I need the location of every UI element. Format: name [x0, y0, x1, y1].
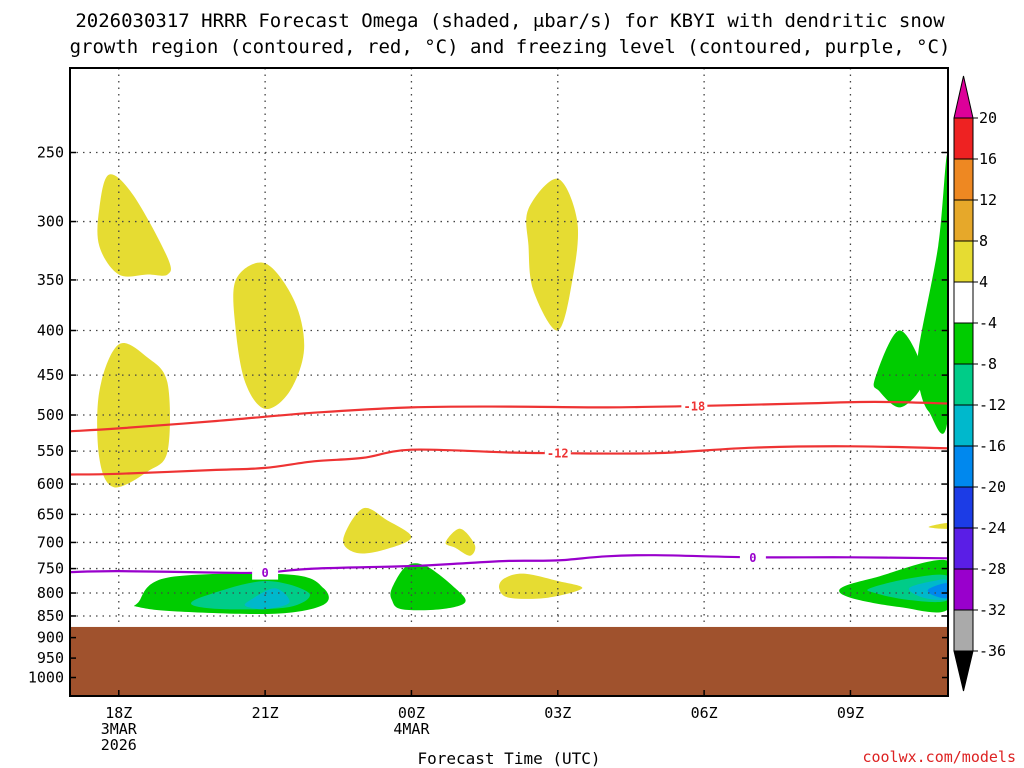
contour-label-bg-1-0	[544, 446, 571, 461]
colorbar-label-13: -36	[979, 642, 1006, 660]
contour-line-0	[70, 400, 948, 433]
contour-line-1	[70, 445, 948, 476]
contour-label-0-0: -18	[684, 399, 706, 413]
y-tick-label-950: 950	[37, 649, 64, 667]
omega-shading-layer	[97, 154, 948, 615]
colorbar-box-8	[953, 445, 974, 488]
colorbar-box-6	[953, 363, 974, 406]
chart-title-line2: growth region (contoured, red, °C) and f…	[70, 36, 951, 58]
omega-region-7	[928, 522, 948, 529]
contour-layer: -18 -12 0 0	[70, 398, 948, 580]
x-tick-label-30-0: 06Z	[691, 704, 718, 722]
colorbar-box-7	[953, 404, 974, 447]
omega-region-11	[916, 154, 948, 434]
contour-label-2-0: 0	[261, 566, 268, 580]
y-tick-label-800: 800	[37, 584, 64, 602]
colorbar-box-1	[953, 158, 974, 201]
y-tick-label-900: 900	[37, 629, 64, 647]
ground-layer	[70, 626, 948, 696]
x-tick-label-27-0: 03Z	[544, 704, 571, 722]
y-tick-label-550: 550	[37, 442, 64, 460]
x-tick-label-18-1: 3MAR	[101, 720, 138, 738]
colorbar-label-7: -12	[979, 396, 1006, 414]
y-tick-label-750: 750	[37, 560, 64, 578]
x-tick-label-33-0: 09Z	[837, 704, 864, 722]
grid-layer	[70, 68, 948, 696]
omega-region-2	[233, 262, 305, 410]
y-tick-label-250: 250	[37, 144, 64, 162]
colorbar-bottom-arrow	[953, 650, 974, 692]
credit-link[interactable]: coolwx.com/models	[862, 748, 1016, 766]
colorbar-label-10: -24	[979, 519, 1006, 537]
terrain-fill	[70, 626, 948, 696]
contour-label-1-0: -12	[547, 447, 569, 461]
plot-frame	[69, 67, 949, 697]
colorbar-label-8: -16	[979, 437, 1006, 455]
y-tick-label-350: 350	[37, 271, 64, 289]
x-axis-label: Forecast Time (UTC)	[417, 749, 600, 768]
y-tick-label-450: 450	[37, 366, 64, 384]
x-tick-label-18-2: 2026	[101, 736, 137, 754]
colorbar-box-0	[953, 117, 974, 160]
colorbar-label-3: 8	[979, 232, 988, 250]
omega-region-10	[873, 330, 925, 408]
colorbar-label-2: 12	[979, 191, 997, 209]
colorbar-label-5: -4	[979, 314, 997, 332]
omega-region-1	[97, 343, 170, 488]
y-tick-label-700: 700	[37, 533, 64, 551]
x-tick-label-18-0: 18Z	[105, 704, 132, 722]
colorbar-box-9	[953, 486, 974, 529]
colorbar-box-10	[953, 527, 974, 570]
y-tick-label-600: 600	[37, 475, 64, 493]
colorbar-box-2	[953, 199, 974, 242]
colorbar-label-11: -28	[979, 560, 1006, 578]
omega-region-0	[97, 174, 171, 277]
colorbar-box-11	[953, 568, 974, 611]
colorbar-box-4	[953, 281, 974, 324]
x-tick-label-24-1: 4MAR	[393, 720, 430, 738]
y-tick-label-850: 850	[37, 607, 64, 625]
x-tick-label-21-0: 21Z	[252, 704, 279, 722]
omega-region-3	[526, 178, 579, 331]
colorbar-label-12: -32	[979, 601, 1006, 619]
omega-region-17	[927, 583, 948, 599]
omega-region-4	[343, 507, 412, 554]
y-tick-label-300: 300	[37, 213, 64, 231]
plot-area: -18 -12 0 0 250 300 350 400 450 500 550 600 650 700 7…	[28, 67, 949, 754]
y-tick-label-500: 500	[37, 406, 64, 424]
contour-label-bg-0-0	[681, 398, 708, 413]
contour-label-bg-2-1	[739, 550, 766, 565]
colorbar-box-5	[953, 322, 974, 365]
x-tick-label-24-0: 00Z	[398, 704, 425, 722]
colorbar-box-12	[953, 609, 974, 652]
omega-region-9	[390, 563, 466, 611]
colorbar-label-6: -8	[979, 355, 997, 373]
y-tick-label-650: 650	[37, 505, 64, 523]
contour-label-2-1: 0	[749, 551, 756, 565]
colorbar-label-0: 20	[979, 109, 997, 127]
contour-label-bg-2-0	[252, 565, 279, 580]
chart-title-line1: 2026030317 HRRR Forecast Omega (shaded, …	[75, 10, 945, 32]
colorbar-label-9: -20	[979, 478, 1006, 496]
colorbar-legend: 20 16 12 8 4 -4 -8 -12 -16 -20 -24 -28 -32 -36	[953, 75, 1006, 692]
colorbar-top-arrow	[953, 75, 974, 119]
colorbar-box-3	[953, 240, 974, 283]
colorbar-label-1: 16	[979, 150, 997, 168]
y-tick-label-1000: 1000	[28, 669, 64, 687]
colorbar-label-4: 4	[979, 273, 988, 291]
y-tick-label-400: 400	[37, 322, 64, 340]
y-axis-ticks: 250 300 350 400 450 500 550 600 650 700 750 800 850 9…	[28, 144, 948, 687]
